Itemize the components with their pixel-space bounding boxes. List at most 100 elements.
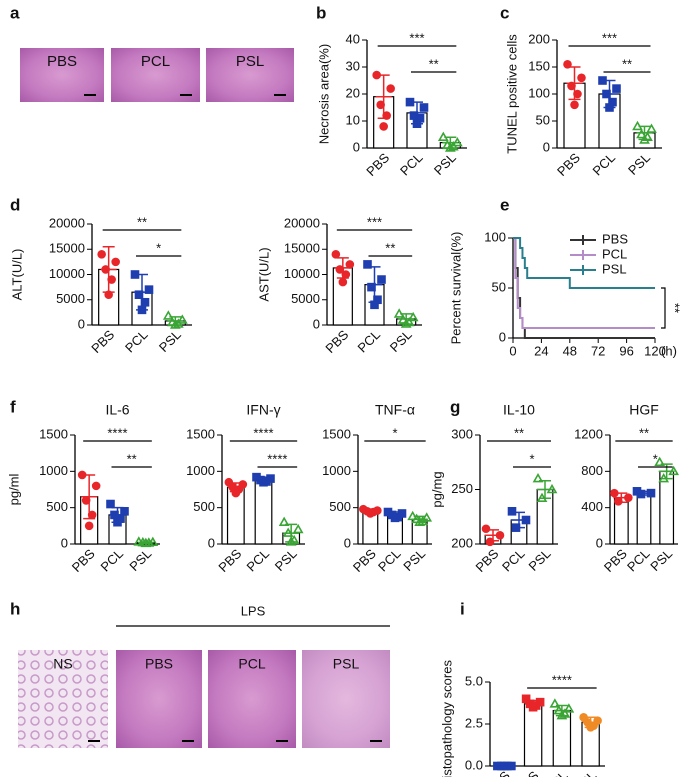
significance-label: ** (622, 56, 632, 71)
bar (523, 703, 543, 767)
panel-letter: e (500, 195, 509, 214)
x-tick-label: PCL (98, 546, 126, 574)
data-point (646, 123, 657, 133)
data-point (278, 516, 290, 527)
panel-letter: i (460, 599, 465, 618)
error-bar (387, 511, 403, 519)
chart-title: IFN-γ (246, 402, 280, 418)
panel-letter: h (10, 599, 20, 618)
y-tick-label: 10 (346, 112, 360, 127)
y-tick-label: 20 (346, 85, 360, 100)
y-tick-label: 800 (581, 463, 603, 478)
y-tick-label: 1000 (39, 463, 68, 478)
y-tick-label: 500 (193, 499, 215, 514)
scale-bar (84, 94, 96, 96)
error-bar (100, 245, 117, 293)
error-bar (375, 74, 392, 120)
histology-image (18, 650, 108, 748)
x-tick-label: 72 (591, 343, 605, 358)
y-tick-label: 50 (492, 279, 506, 294)
x-tick-label: PBS (350, 546, 379, 575)
data-point (421, 512, 433, 522)
error-bar (601, 79, 618, 109)
y-tick-label: 0 (596, 535, 603, 550)
data-point (532, 472, 544, 483)
x-tick-label: PSL (431, 150, 459, 178)
x-tick-label: PCL (355, 327, 383, 355)
data-point (563, 703, 575, 713)
data-point (345, 260, 355, 269)
error-bar (255, 476, 272, 484)
y-tick-label: 0 (208, 535, 215, 550)
data-point (636, 128, 647, 139)
data-point (407, 311, 419, 322)
x-tick-label: PSL (571, 768, 599, 777)
error-bar (442, 136, 459, 149)
chart-title: TNF-α (375, 402, 415, 418)
error-bar (366, 266, 383, 304)
y-tick-label: 0 (499, 329, 506, 344)
panel-letter: c (500, 3, 509, 22)
y-tick-label: 20000 (49, 215, 85, 230)
x-tick-label: PCL (122, 327, 150, 355)
y-tick-label: 5000 (291, 291, 320, 306)
y-tick-label: 2.5 (465, 715, 483, 730)
error-bar (582, 716, 599, 729)
data-point (379, 122, 388, 131)
error-bar (227, 482, 244, 493)
x-tick-label: PCL (244, 546, 272, 574)
y-tick-label: 1000 (186, 463, 215, 478)
x-tick-label: PCL (590, 150, 618, 178)
y-tick-label: 150 (528, 58, 550, 73)
data-point (612, 84, 621, 93)
legend-label: PCL (602, 246, 627, 261)
significance-label: **** (552, 672, 572, 687)
x-tick-label: PBS (554, 150, 583, 179)
panel-letter: a (10, 3, 20, 22)
data-point (331, 250, 341, 259)
significance-label: ** (668, 303, 683, 313)
significance-label: * (653, 451, 658, 466)
error-bar (81, 474, 98, 520)
error-bar (636, 125, 653, 141)
y-tick-label: 500 (46, 499, 68, 514)
chart-title: IL-10 (503, 402, 535, 418)
error-bar (398, 313, 415, 325)
error-bar (566, 66, 583, 101)
y-tick-label: 200 (528, 31, 550, 46)
x-axis-label: (h) (661, 343, 677, 358)
y-tick-label: 500 (329, 499, 351, 514)
y-tick-label: 40 (346, 31, 360, 46)
error-bar (658, 463, 675, 480)
y-axis-label: AST(U/L) (256, 247, 271, 301)
data-point (563, 60, 572, 69)
significance-label: **** (253, 425, 273, 440)
panel-letter: g (450, 397, 460, 416)
data-point (97, 250, 106, 259)
data-point (654, 456, 666, 467)
panel-letter: f (10, 397, 16, 416)
x-tick-label: PSL (625, 150, 653, 178)
x-tick-label: PCL (542, 768, 570, 777)
x-tick-label: PCL (397, 150, 425, 178)
significance-label: ** (137, 214, 147, 229)
survival-line (513, 237, 655, 289)
x-tick-label: PSL (272, 546, 300, 574)
data-point (292, 523, 304, 534)
y-axis-label: ALT(U/L) (9, 249, 24, 301)
error-bar (411, 515, 428, 523)
error-bar (511, 511, 527, 529)
significance-label: ** (127, 451, 137, 466)
error-bar (137, 541, 154, 545)
error-bar (134, 273, 150, 311)
y-tick-label: 0 (313, 316, 320, 331)
error-bar (409, 101, 425, 125)
data-point (106, 499, 115, 509)
error-bar (334, 257, 351, 279)
y-tick-label: 0 (344, 535, 351, 550)
histology-image (206, 48, 294, 102)
histology-image (111, 48, 200, 102)
x-tick-label: PCL (624, 546, 652, 574)
significance-label: *** (409, 30, 424, 45)
